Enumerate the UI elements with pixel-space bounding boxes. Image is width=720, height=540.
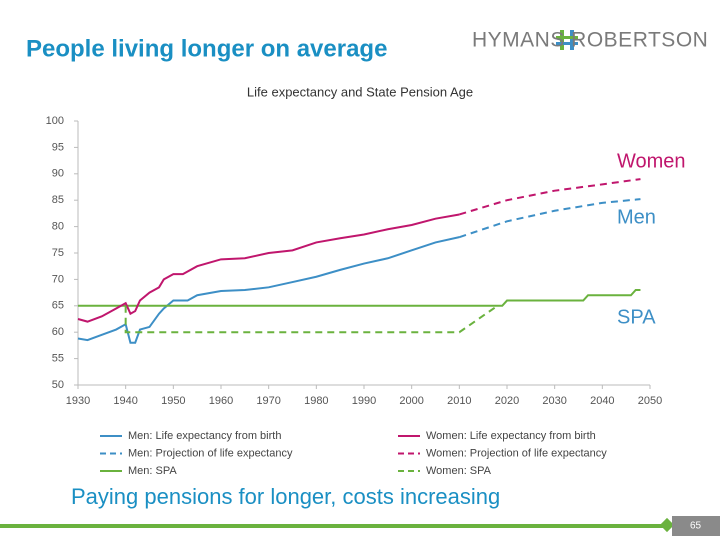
x-tick-label: 1930 bbox=[66, 395, 90, 407]
x-tick-label: 2040 bbox=[590, 395, 614, 407]
y-tick-label: 80 bbox=[52, 221, 64, 233]
y-tick-label: 95 bbox=[52, 141, 64, 153]
x-tick-label: 1940 bbox=[113, 395, 137, 407]
y-tick-label: 55 bbox=[52, 353, 64, 365]
x-tick-label: 1980 bbox=[304, 395, 328, 407]
logo-mark bbox=[556, 42, 578, 45]
logo-mark bbox=[560, 30, 564, 50]
y-tick-label: 75 bbox=[52, 247, 64, 259]
footer-text: Paying pensions for longer, costs increa… bbox=[71, 484, 500, 509]
x-tick-label: 2010 bbox=[447, 395, 471, 407]
y-tick-label: 65 bbox=[52, 300, 64, 312]
x-tick-label: 1970 bbox=[256, 395, 280, 407]
legend-label: Women: Projection of life expectancy bbox=[426, 447, 607, 459]
page-box bbox=[672, 516, 720, 536]
series-line bbox=[124, 304, 499, 334]
y-tick-label: 90 bbox=[52, 168, 64, 180]
series-line bbox=[459, 198, 641, 239]
logo-text: HYMANS ROBERTSON bbox=[472, 29, 708, 52]
y-tick-label: 60 bbox=[52, 326, 64, 338]
legend-label: Women: Life expectancy from birth bbox=[426, 430, 596, 442]
logo: HYMANS ROBERTSON bbox=[472, 29, 708, 52]
legend-label: Men: SPA bbox=[128, 465, 177, 477]
y-tick-label: 70 bbox=[52, 273, 64, 285]
x-tick-label: 1950 bbox=[161, 395, 185, 407]
series-line bbox=[459, 178, 641, 216]
chart-title: Life expectancy and State Pension Age bbox=[247, 84, 473, 99]
legend-label: Men: Projection of life expectancy bbox=[128, 447, 293, 459]
annotation: Men bbox=[617, 206, 656, 228]
x-tick-label: 2050 bbox=[638, 395, 662, 407]
x-tick-label: 2030 bbox=[542, 395, 566, 407]
series-line bbox=[77, 213, 460, 323]
x-tick-label: 1990 bbox=[352, 395, 376, 407]
legend-label: Men: Life expectancy from birth bbox=[128, 430, 281, 442]
y-tick-label: 100 bbox=[46, 115, 64, 127]
annotation: Women bbox=[617, 150, 686, 172]
x-tick-label: 1960 bbox=[209, 395, 233, 407]
x-tick-label: 2020 bbox=[495, 395, 519, 407]
page-number: 65 bbox=[690, 521, 702, 532]
series-line bbox=[78, 288, 641, 307]
x-tick-label: 2000 bbox=[399, 395, 423, 407]
legend-label: Women: SPA bbox=[426, 465, 492, 477]
slide-title: People living longer on average bbox=[26, 35, 387, 62]
y-tick-label: 50 bbox=[52, 379, 64, 391]
annotation: SPA bbox=[617, 306, 656, 328]
y-tick-label: 85 bbox=[52, 194, 64, 206]
logo-mark bbox=[570, 30, 574, 50]
footer-diamond bbox=[659, 517, 675, 533]
logo-mark bbox=[556, 36, 578, 39]
